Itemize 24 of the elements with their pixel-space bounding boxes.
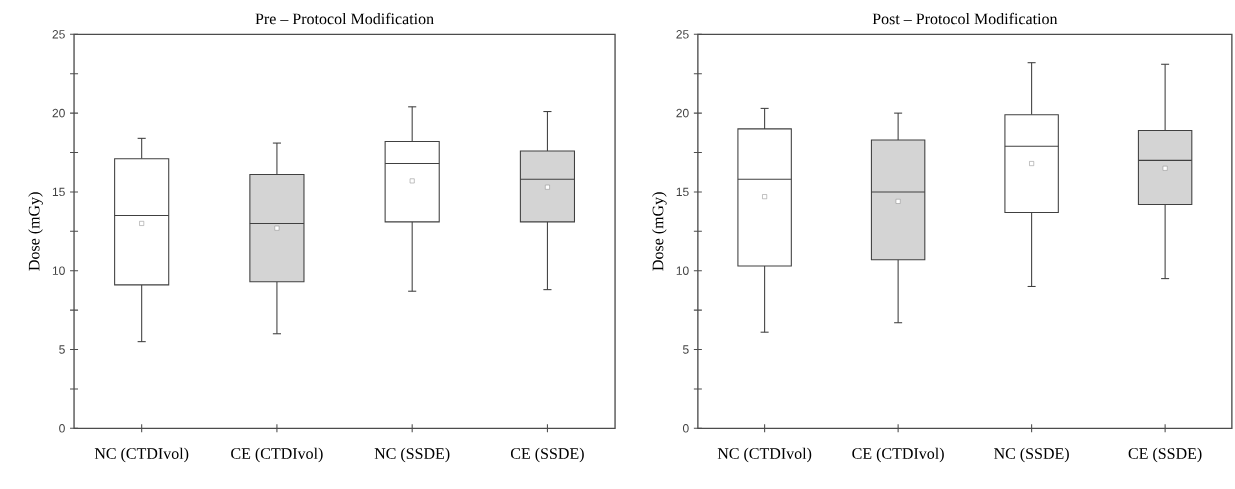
y-axis-title: Dose (mGy) <box>28 192 43 271</box>
y-tick-label: 0 <box>682 424 689 433</box>
y-tick-label: 5 <box>682 345 689 354</box>
y-tick-label: 20 <box>676 108 689 118</box>
y-tick-label: 10 <box>676 266 689 275</box>
x-tick-label: NC (CTDIvol) <box>94 447 189 463</box>
y-tick-label: 15 <box>52 187 65 197</box>
y-tick-label: 0 <box>59 424 65 433</box>
x-tick-label: NC (CTDIvol) <box>717 447 812 463</box>
x-tick-label: NC (SSDE) <box>994 447 1069 463</box>
chart-title: Pre – Protocol Modification <box>255 12 434 25</box>
x-tick-label: CE (CTDIvol) <box>852 447 944 463</box>
x-tick-label: NC (SSDE) <box>374 447 450 463</box>
x-tick-label: CE (CTDIvol) <box>231 447 323 463</box>
x-tick-label: CE (SSDE) <box>1128 447 1202 463</box>
y-tick-label: 15 <box>676 187 689 197</box>
chart-title: Post – Protocol Modification <box>872 12 1058 25</box>
y-tick-label: 10 <box>52 266 65 275</box>
y-axis-title: Dose (mGy) <box>652 192 667 271</box>
x-tick-label: CE (SSDE) <box>510 447 584 463</box>
y-tick-label: 25 <box>676 30 689 39</box>
y-tick-label: 20 <box>52 108 65 118</box>
y-tick-label: 5 <box>59 345 65 354</box>
y-tick-label: 25 <box>52 30 65 39</box>
